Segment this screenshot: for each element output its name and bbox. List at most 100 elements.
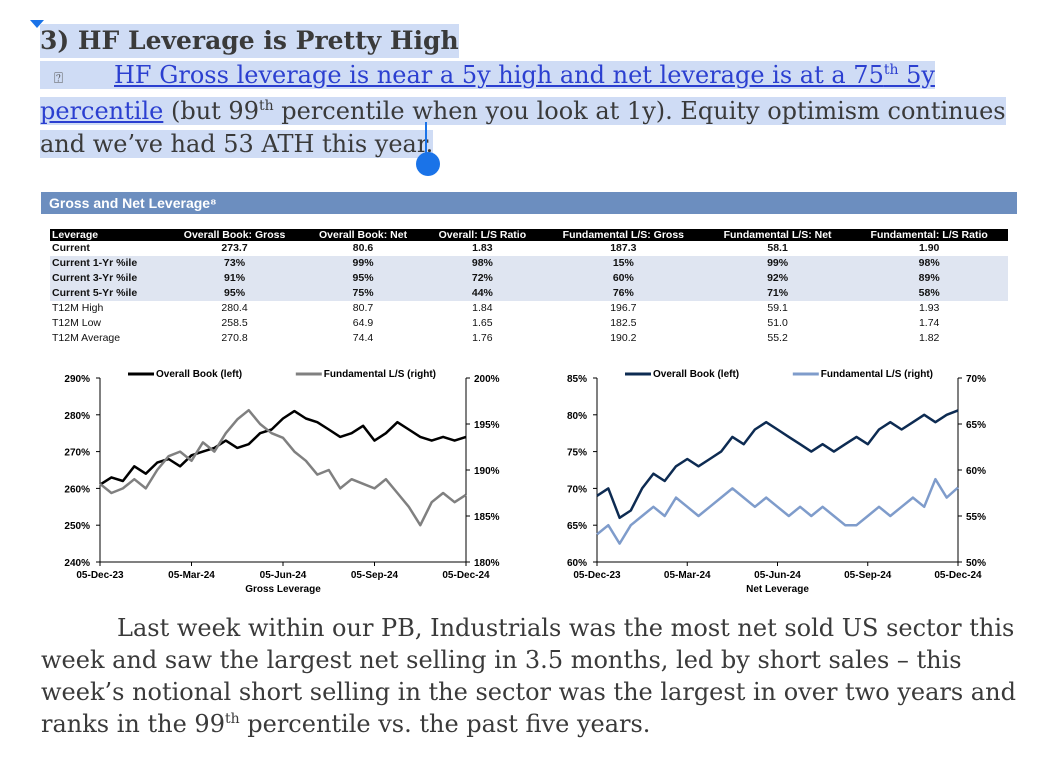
table-cell: 98%: [850, 256, 1008, 271]
y-left-tick-label: 250%: [64, 521, 90, 532]
table-cell: 270.8: [221, 332, 248, 344]
y-left-tick-label: 270%: [64, 448, 90, 459]
table-cell: 72%: [422, 271, 542, 286]
table-cell: 280.4: [221, 302, 248, 314]
bullet-link[interactable]: HF Gross leverage is near a 5y high and …: [40, 61, 935, 125]
table-cell: 1.84: [472, 302, 493, 314]
table-cell: 1.93: [918, 302, 940, 314]
table-cell: 51.0: [767, 317, 788, 329]
x-tick-label: 05-Sep-24: [351, 570, 399, 581]
table-cell: 98%: [422, 256, 542, 271]
table-row: T12M High 280.4 80.7 1.84 196.7 59.1 1.93: [50, 301, 1008, 316]
table-cell: 44%: [422, 286, 542, 301]
selection-handle-icon[interactable]: [30, 20, 44, 28]
x-tick-label: 05-Jun-24: [260, 570, 307, 581]
table-cell: 64.9: [352, 317, 374, 329]
table-cell: 182.5: [610, 317, 637, 329]
x-axis-label: Net Leverage: [746, 584, 809, 595]
body-paragraph: Last week within our PB, Industrials was…: [41, 614, 1016, 738]
table-cell: 1.83: [472, 242, 493, 254]
y-left-tick-label: 60%: [567, 558, 587, 569]
table-cell: 273.7: [221, 242, 248, 254]
table-cell: 99%: [704, 256, 851, 271]
chart-svg: 240% 250% 260% 270% 280% 290% 180% 185% 190% 195%…: [64, 369, 500, 595]
table-cell: 15%: [541, 256, 705, 271]
x-tick-label: 05-Mar-24: [168, 570, 215, 581]
table-header-cell: Fundamental L/S: Net: [704, 229, 851, 241]
x-tick-label: 05-Dec-23: [76, 570, 124, 581]
table-cell: 1.82: [918, 332, 940, 344]
table-cell: 55.2: [767, 332, 788, 344]
table-cell: 60%: [541, 271, 705, 286]
gross-leverage-chart: 240% 250% 260% 270% 280% 290% 180% 185% 190% 195%…: [48, 362, 508, 602]
table-header-cell: Fundamental: L/S Ratio: [850, 229, 1008, 241]
y-right-tick-label: 195%: [474, 420, 500, 431]
table-cell: 1.76: [472, 332, 493, 344]
y-left-tick-label: 70%: [567, 484, 587, 495]
y-left-tick-label: 290%: [64, 374, 90, 385]
x-tick-label: 05-Dec-23: [573, 570, 621, 581]
series-line: [596, 477, 959, 545]
table-cell: 196.7: [610, 302, 637, 314]
y-left-tick-label: 240%: [64, 558, 90, 569]
bullet-glyph-icon: ⍰: [54, 69, 64, 87]
legend-label: Fundamental L/S (right): [324, 369, 436, 380]
x-tick-label: 05-Dec-24: [442, 570, 490, 581]
y-left-tick-label: 85%: [567, 374, 587, 385]
y-left-tick-label: 260%: [64, 484, 90, 495]
y-left-tick-label: 75%: [567, 448, 587, 459]
table-header-cell: Overall Book: Gross: [165, 229, 304, 241]
table-cell: 75%: [303, 286, 423, 301]
table-cell: T12M High: [52, 302, 104, 314]
table-cell: Current: [52, 242, 90, 254]
table-cell: 73%: [165, 256, 304, 271]
table-cell: 95%: [165, 286, 304, 301]
table-cell: 58%: [850, 286, 1008, 301]
table-cell: 92%: [704, 271, 851, 286]
table-cell: 99%: [303, 256, 423, 271]
y-right-tick-label: 70%: [966, 374, 986, 385]
bullet-paragraph: ⍰ HF Gross leverage is near a 5y high and…: [40, 61, 1006, 158]
y-right-tick-label: 55%: [966, 512, 986, 523]
table-header-cell: Overall Book: Net: [303, 229, 423, 241]
table-cell: Current 5-Yr %ile: [50, 286, 166, 301]
table-cell: 58.1: [767, 242, 788, 254]
caret-handle-icon[interactable]: [416, 152, 440, 176]
chart-svg: 60% 65% 70% 75% 80% 85% 50% 55% 60% 65% 70% 05-Dec-…: [567, 369, 986, 595]
x-tick-label: 05-Mar-24: [664, 570, 711, 581]
y-left-tick-label: 80%: [567, 411, 587, 422]
y-right-tick-label: 65%: [966, 420, 986, 431]
series-line: [99, 409, 467, 486]
table-cell: 74.4: [352, 332, 374, 344]
table-cell: T12M Low: [52, 317, 102, 329]
legend-label: Fundamental L/S (right): [821, 369, 933, 380]
table-cell: 1.65: [472, 317, 493, 329]
table-cell: 76%: [541, 286, 705, 301]
table-cell: 1.90: [918, 242, 940, 254]
y-left-tick-label: 280%: [64, 411, 90, 422]
x-axis-label: Gross Leverage: [245, 584, 321, 595]
series-line: [99, 408, 467, 527]
table-header-cell: Overall: L/S Ratio: [422, 229, 542, 241]
table-cell: 71%: [704, 286, 851, 301]
leverage-table: Leverage Overall Book: Gross Overall Book:…: [50, 229, 1008, 346]
table-cell: 89%: [850, 271, 1008, 286]
table-row: Current 3-Yr %ile 91% 95% 72% 60% 92% 89%: [50, 271, 1008, 286]
y-right-tick-label: 190%: [474, 466, 500, 477]
figure-title: Gross and Net Leverage⁸: [41, 192, 1017, 214]
x-tick-label: 05-Dec-24: [934, 570, 982, 581]
table-header-cell: Leverage: [50, 229, 166, 241]
table-cell: 91%: [165, 271, 304, 286]
table-cell: 258.5: [221, 317, 248, 329]
y-right-tick-label: 185%: [474, 512, 500, 523]
table-row: Current 1-Yr %ile 73% 99% 98% 15% 99% 98%: [50, 256, 1008, 271]
net-leverage-chart: 60% 65% 70% 75% 80% 85% 50% 55% 60% 65% 70% 05-Dec-…: [545, 362, 1000, 602]
table-row: T12M Average 270.8 74.4 1.76 190.2 55.2 1.82: [50, 331, 1008, 346]
table-cell: 190.2: [610, 332, 637, 344]
table-cell: T12M Average: [52, 332, 121, 344]
table-cell: 95%: [303, 271, 423, 286]
table-cell: 59.1: [767, 302, 788, 314]
table-row: Current 273.7 80.6 1.83 187.3 58.1 1.90: [50, 241, 1008, 256]
y-right-tick-label: 50%: [966, 558, 986, 569]
table-cell: 1.74: [918, 317, 940, 329]
